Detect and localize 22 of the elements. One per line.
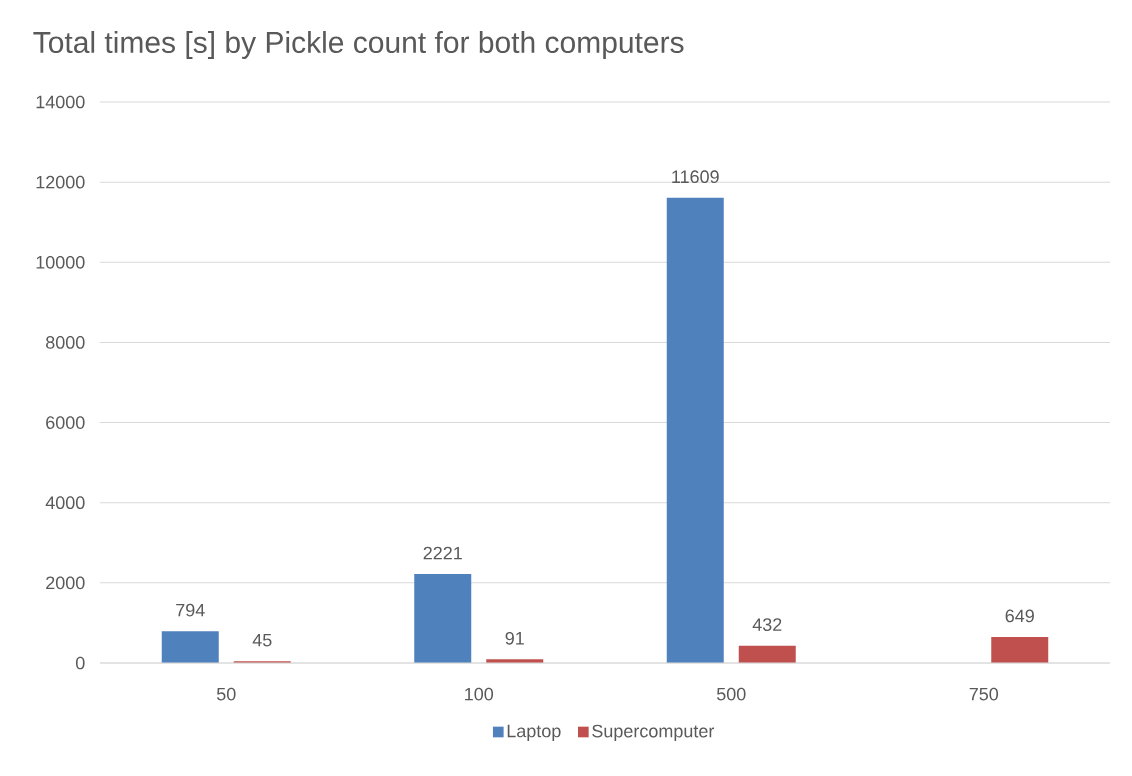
legend-label: Laptop bbox=[507, 724, 561, 741]
y-tick-label: 0 bbox=[75, 656, 85, 670]
x-tick-label: 500 bbox=[716, 687, 746, 701]
y-tick-label: 14000 bbox=[36, 95, 85, 109]
y-tick-label: 10000 bbox=[36, 255, 85, 269]
legend-label: Supercomputer bbox=[592, 724, 715, 742]
data-label: 649 bbox=[1005, 609, 1034, 623]
y-tick-label: 8000 bbox=[46, 336, 85, 349]
data-label: 2221 bbox=[423, 546, 462, 560]
y-tick-label: 6000 bbox=[46, 416, 85, 429]
data-label: 11609 bbox=[672, 170, 719, 184]
y-tick-label: 4000 bbox=[45, 496, 85, 510]
x-tick-label: 100 bbox=[465, 687, 494, 701]
y-tick-label: 2000 bbox=[46, 576, 85, 590]
x-tick-label: 50 bbox=[216, 687, 236, 701]
data-label: 91 bbox=[505, 631, 524, 645]
data-label: 432 bbox=[752, 618, 782, 631]
y-tick-label: 12000 bbox=[36, 175, 85, 189]
x-tick-label: 750 bbox=[969, 687, 999, 701]
data-label: 794 bbox=[176, 603, 205, 617]
chart-title: Total times [s] by Pickle count for both computers bbox=[33, 31, 684, 59]
data-label: 45 bbox=[252, 633, 272, 647]
